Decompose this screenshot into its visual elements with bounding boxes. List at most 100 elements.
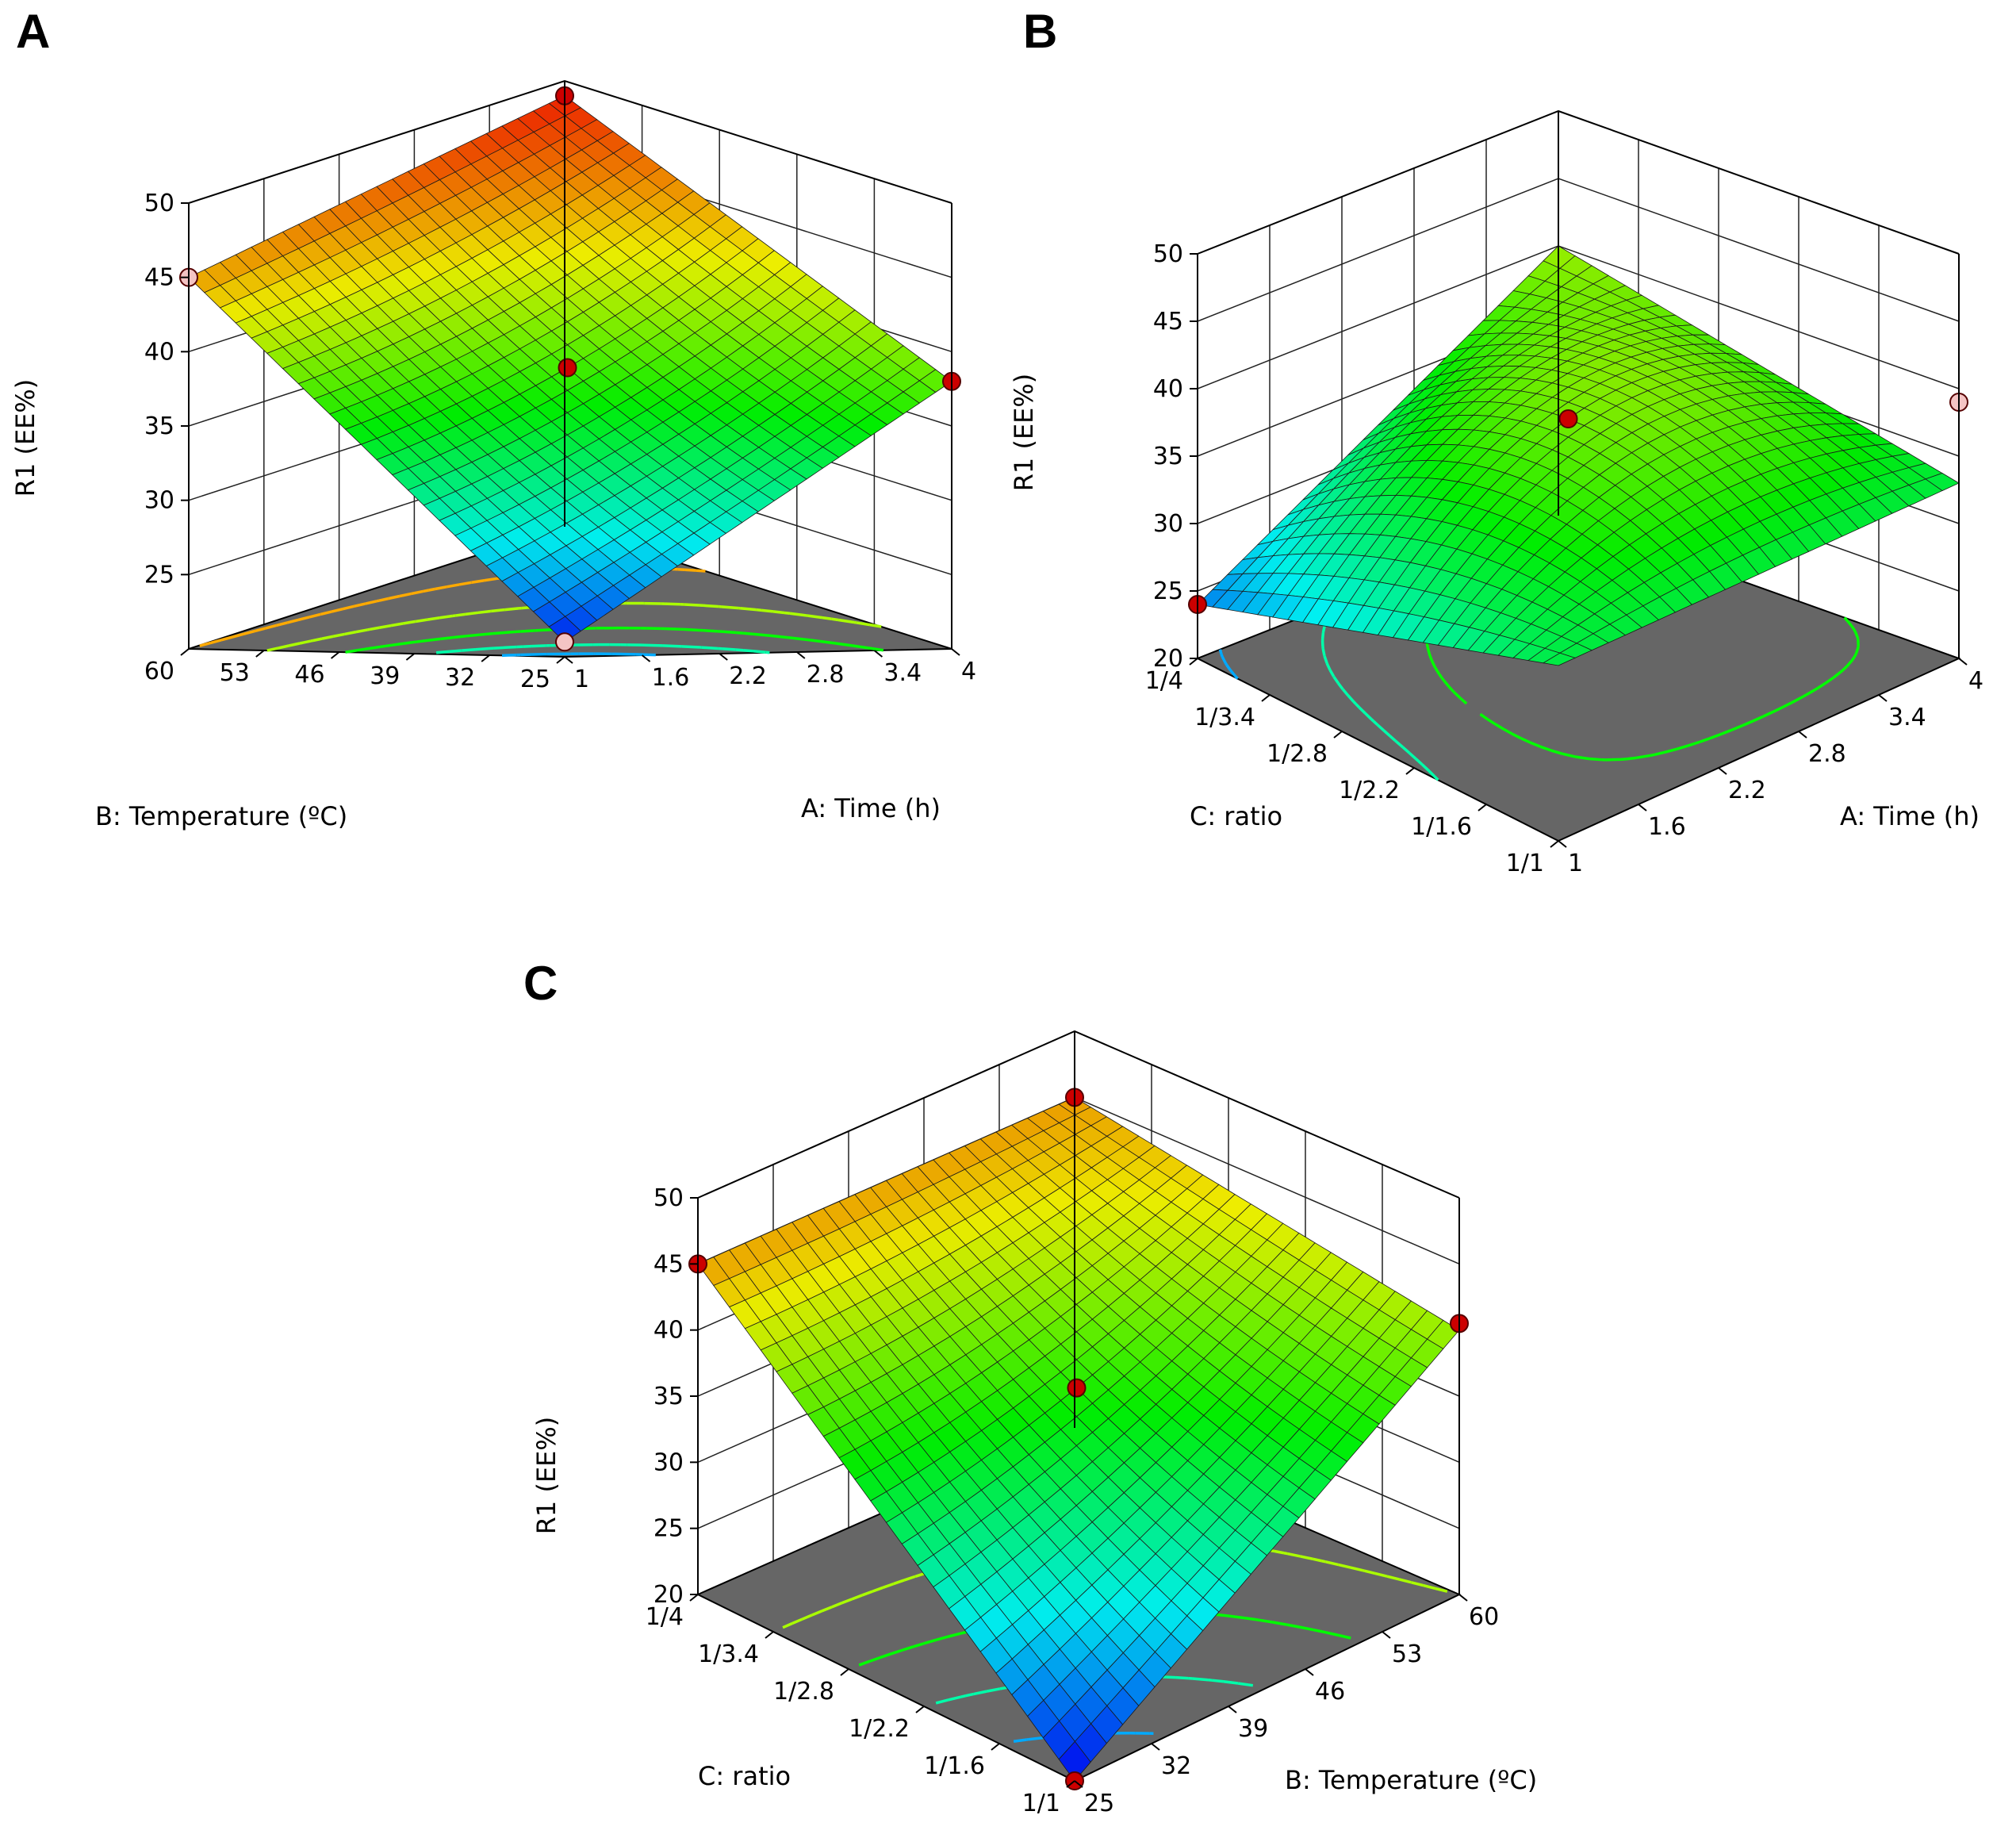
floor-contour-segment bbox=[1352, 700, 1357, 705]
floor-contour-segment bbox=[1166, 1675, 1176, 1679]
floor-contour-segment bbox=[1442, 679, 1451, 688]
floor-contour-segment bbox=[439, 614, 453, 620]
floor-contour-segment bbox=[1321, 1560, 1326, 1564]
y-tick-label: 32 bbox=[445, 664, 475, 692]
floor-contour-segment bbox=[1710, 732, 1723, 739]
floor-contour-segment bbox=[475, 647, 489, 651]
floor-contour-segment bbox=[1752, 715, 1764, 723]
floor-contour-segment bbox=[753, 632, 766, 637]
floor-contour-segment bbox=[286, 618, 299, 624]
floor-contour-segment bbox=[743, 631, 754, 636]
floor-contour-segment bbox=[344, 630, 357, 636]
floor-contour-segment bbox=[1364, 1569, 1376, 1575]
floor-contour-segment bbox=[423, 589, 430, 593]
x-axis-title: A: Time (h) bbox=[1840, 801, 1980, 831]
floor-contour-segment bbox=[1619, 758, 1627, 762]
y-tick bbox=[330, 651, 340, 659]
floor-contour-segment bbox=[1654, 750, 1665, 756]
floor-contour-segment bbox=[1430, 660, 1436, 667]
floor-contour-segment bbox=[1337, 1563, 1351, 1569]
floor-contour-segment bbox=[278, 644, 289, 650]
floor-contour-segment bbox=[1853, 631, 1860, 639]
x-tick bbox=[1638, 804, 1647, 812]
z-tick-label: 25 bbox=[1153, 577, 1183, 605]
floor-contour-segment bbox=[1699, 737, 1709, 743]
z-tick-label: 45 bbox=[1153, 308, 1183, 336]
design-point bbox=[555, 632, 574, 652]
y-tick-label: 1/2.2 bbox=[849, 1715, 910, 1743]
floor-contour-segment bbox=[1376, 723, 1385, 732]
floor-contour-segment bbox=[265, 624, 277, 630]
floor-contour-segment bbox=[1854, 647, 1860, 654]
x-tick-label: 1 bbox=[1568, 850, 1583, 877]
floor-contour-segment bbox=[1228, 669, 1236, 677]
floor-contour-segment bbox=[440, 635, 453, 641]
floor-contour-segment bbox=[320, 610, 332, 616]
floor-contour-segment bbox=[869, 623, 882, 628]
floor-contour-segment bbox=[1325, 662, 1329, 666]
x-tick-label: 60 bbox=[1469, 1603, 1499, 1631]
floor-contour-segment bbox=[471, 578, 485, 584]
floor-contour-segment bbox=[1274, 1549, 1285, 1555]
x-tick bbox=[641, 654, 651, 662]
floor-contour-segment bbox=[369, 626, 380, 631]
floor-contour-segment bbox=[1486, 718, 1497, 726]
floor-contour-segment bbox=[822, 616, 832, 621]
floor-contour-segment bbox=[1386, 1575, 1400, 1581]
floor-contour-segment bbox=[811, 639, 821, 643]
floor-contour-segment bbox=[365, 600, 378, 605]
floor-contour-segment bbox=[1028, 1736, 1044, 1741]
floor-contour-segment bbox=[1338, 1633, 1351, 1640]
floor-contour-segment bbox=[1850, 624, 1855, 630]
floor-contour-segment bbox=[965, 1692, 974, 1698]
floor-contour-segment bbox=[1218, 649, 1223, 655]
floor-contour-segment bbox=[1350, 1566, 1363, 1572]
floor-contour-segment bbox=[332, 632, 345, 638]
floor-contour-segment bbox=[902, 1645, 914, 1652]
floor-contour-segment bbox=[1398, 1578, 1412, 1584]
y-axis-title: B: Temperature (ºC) bbox=[95, 801, 347, 831]
y-tick bbox=[180, 648, 190, 656]
floor-contour-segment bbox=[1447, 685, 1455, 693]
floor-contour-segment bbox=[831, 1602, 843, 1609]
floor-contour-segment bbox=[782, 1621, 793, 1629]
y-tick bbox=[689, 1594, 699, 1602]
floor-contour-segment bbox=[922, 1641, 926, 1645]
floor-contour-segment bbox=[449, 649, 462, 654]
floor-contour-segment bbox=[1401, 746, 1411, 754]
floor-contour-segment bbox=[770, 634, 788, 639]
floor-contour-segment bbox=[861, 1590, 873, 1597]
y-axis-title: C: ratio bbox=[1190, 801, 1282, 831]
floor-contour-segment bbox=[1325, 1631, 1339, 1637]
floor-contour-segment bbox=[1817, 681, 1827, 689]
surface-cell bbox=[548, 616, 581, 643]
x-tick-label: 1.6 bbox=[1648, 813, 1686, 841]
floor-contour-segment bbox=[1426, 647, 1431, 654]
z-tick-label: 35 bbox=[1153, 443, 1183, 470]
floor-contour-segment bbox=[435, 650, 450, 654]
floor-contour-segment bbox=[427, 616, 440, 621]
floor-contour-segment bbox=[948, 1695, 961, 1702]
y-tick-label: 1/4 bbox=[646, 1603, 684, 1631]
floor-contour-segment bbox=[1358, 706, 1366, 715]
floor-contour-segment bbox=[491, 608, 505, 613]
floor-contour-segment bbox=[232, 632, 244, 639]
y-tick bbox=[765, 1631, 774, 1639]
floor-contour-segment bbox=[831, 617, 839, 622]
floor-contour-segment bbox=[1438, 673, 1443, 679]
floor-contour-segment bbox=[1550, 749, 1563, 755]
floor-contour-segment bbox=[1312, 1628, 1323, 1633]
floor-contour-segment bbox=[742, 649, 753, 653]
floor-contour-segment bbox=[1529, 741, 1541, 748]
floor-contour-segment bbox=[299, 639, 312, 645]
floor-contour-segment bbox=[453, 635, 467, 639]
floor-contour-segment bbox=[458, 581, 472, 586]
design-point bbox=[1067, 1378, 1087, 1398]
floor-contour-segment bbox=[1328, 670, 1336, 677]
floor-contour-segment bbox=[1453, 691, 1462, 700]
x-tick bbox=[1958, 658, 1968, 666]
floor-contour-segment bbox=[321, 635, 334, 640]
floor-contour-segment bbox=[1845, 619, 1853, 627]
x-tick-label: 1 bbox=[574, 666, 589, 693]
floor-contour-segment bbox=[1220, 653, 1224, 658]
